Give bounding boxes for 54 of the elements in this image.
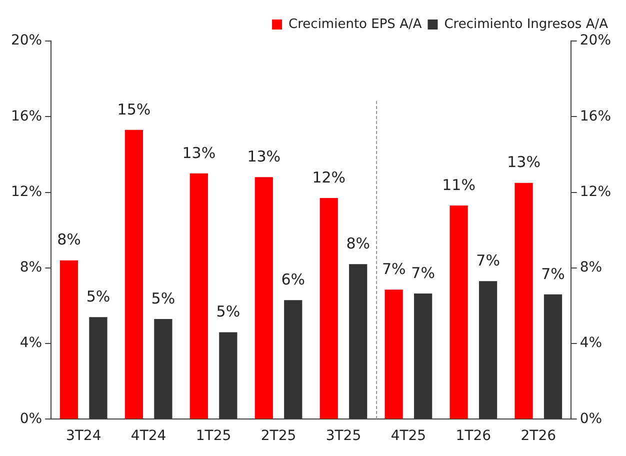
data-label: 7% bbox=[411, 264, 435, 282]
x-tick-label: 4T24 bbox=[130, 428, 166, 444]
bar bbox=[414, 293, 432, 419]
y-tick-label: 8% bbox=[20, 260, 42, 276]
bar bbox=[384, 290, 403, 419]
data-label: 13% bbox=[182, 144, 216, 162]
bar bbox=[154, 318, 172, 419]
x-tick-label: 1T26 bbox=[456, 428, 492, 444]
bar bbox=[544, 294, 562, 419]
bar bbox=[478, 281, 498, 419]
data-label: 13% bbox=[247, 148, 281, 166]
y-tick-label: 4% bbox=[20, 335, 42, 352]
legend-label: Crecimiento EPS A/A bbox=[288, 16, 422, 32]
bar bbox=[349, 264, 368, 419]
data-label: 6% bbox=[281, 270, 306, 288]
bar bbox=[284, 300, 302, 419]
data-label: 8% bbox=[57, 230, 81, 249]
y2-tick-label: 8% bbox=[580, 260, 602, 276]
y2-tick-label: 20% bbox=[580, 32, 612, 49]
data-label: 12% bbox=[312, 168, 346, 186]
x-tick-label: 3T25 bbox=[326, 428, 362, 444]
data-label: 11% bbox=[442, 176, 476, 194]
data-label: 7% bbox=[541, 264, 565, 283]
data-label: 7% bbox=[382, 260, 406, 278]
data-label: 5% bbox=[151, 289, 176, 308]
bar bbox=[514, 182, 533, 419]
y-tick-label: 12% bbox=[10, 184, 42, 200]
data-label: 7% bbox=[476, 252, 500, 270]
bar bbox=[320, 198, 338, 419]
bar bbox=[124, 130, 144, 419]
bar bbox=[254, 177, 273, 419]
y2-tick-label: 0% bbox=[580, 410, 602, 427]
legend-label: Crecimiento Ingresos A/A bbox=[444, 16, 608, 32]
y-tick-label: 16% bbox=[10, 108, 42, 124]
data-label: 5% bbox=[216, 302, 240, 321]
data-label: 8% bbox=[346, 234, 370, 253]
bar bbox=[190, 173, 208, 419]
data-label: 15% bbox=[117, 100, 151, 118]
x-tick-label: 3T24 bbox=[66, 428, 102, 444]
x-tick-label: 2T25 bbox=[260, 428, 296, 444]
y-tick-label: 20% bbox=[10, 32, 42, 49]
x-tick-label: 2T26 bbox=[520, 428, 556, 444]
y-tick-label: 0% bbox=[20, 410, 42, 427]
bar bbox=[450, 206, 468, 419]
y2-tick-label: 12% bbox=[580, 184, 612, 200]
x-tick-label: 4T25 bbox=[390, 428, 426, 444]
bar bbox=[219, 332, 238, 419]
data-label: 13% bbox=[507, 153, 540, 172]
y2-tick-label: 16% bbox=[580, 108, 612, 124]
x-tick-label: 1T25 bbox=[196, 428, 232, 444]
bar bbox=[89, 317, 108, 419]
y2-tick-label: 4% bbox=[580, 335, 602, 352]
bar bbox=[60, 260, 78, 419]
data-label: 5% bbox=[86, 287, 110, 306]
